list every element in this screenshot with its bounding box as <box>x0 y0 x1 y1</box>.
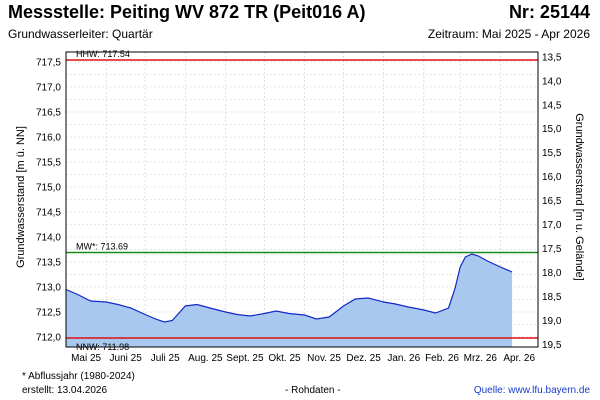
source-link[interactable]: Quelle: www.lfu.bayern.de <box>473 385 590 396</box>
mw-line-label: MW*: 713.69 <box>76 242 128 252</box>
plot-border <box>65 51 539 348</box>
x-tick-label: Okt. 25 <box>268 353 301 364</box>
axis-layer: 712,0 712,5 713,0 713,5 714,0 714,5 715,0 715,5… <box>36 51 562 364</box>
series-layer <box>65 253 513 347</box>
y2-tick-label: 15,5 <box>542 148 562 159</box>
period-label: Zeitraum: Mai 2025 - Apr 2026 <box>427 27 590 41</box>
aquifer-label: Grundwasserleiter: Quartär <box>8 27 153 41</box>
x-tick-label: Mai 25 <box>71 353 101 364</box>
y-axis-title: Grundwasserstand [m ü. NN] <box>15 126 27 268</box>
y2-tick-label: 14,0 <box>542 76 562 87</box>
y2-tick-label: 15,0 <box>542 124 562 135</box>
x-tick-label: Aug. 25 <box>188 353 223 364</box>
y-tick-label: 716,5 <box>36 108 61 119</box>
x-tick-label: Apr. 26 <box>503 353 535 364</box>
y2-tick-label: 16,0 <box>542 172 562 183</box>
y-tick-label: 717,0 <box>36 83 61 94</box>
y2-tick-label: 19,0 <box>542 316 562 327</box>
y-tick-label: 712,5 <box>36 308 61 319</box>
y-tick-label: 715,0 <box>36 183 61 194</box>
hhw-line-label: HHW: 717.54 <box>76 49 130 59</box>
y-tick-label: 717,5 <box>36 58 61 69</box>
x-tick-label: Juli 25 <box>151 353 180 364</box>
y2-tick-label: 17,5 <box>542 244 562 255</box>
created-date: erstellt: 13.04.2026 <box>22 385 108 396</box>
series-area <box>66 254 513 347</box>
y-tick-label: 715,5 <box>36 158 61 169</box>
y2-tick-label: 13,5 <box>542 52 562 63</box>
y-tick-label: 713,5 <box>36 258 61 269</box>
y-tick-label: 713,0 <box>36 283 61 294</box>
y2-axis-title: Grundwasserstand [m u. Gelände] <box>573 113 585 281</box>
y2-tick-label: 18,5 <box>542 292 562 303</box>
station-number: Nr: 25144 <box>508 2 590 22</box>
raw-data-label: - Rohdaten - <box>285 385 341 396</box>
y2-tick-label: 14,5 <box>542 100 562 111</box>
page-title: Messstelle: Peiting WV 872 TR (Peit016 A… <box>8 2 366 22</box>
x-tick-label: Nov. 25 <box>307 353 341 364</box>
y2-tick-label: 18,0 <box>542 268 562 279</box>
series-line <box>65 253 513 323</box>
x-tick-label: Sept. 25 <box>226 353 264 364</box>
y2-tick-label: 19,5 <box>542 340 562 351</box>
x-tick-label: Mrz. 26 <box>464 353 498 364</box>
y-tick-label: 714,0 <box>36 233 61 244</box>
x-tick-label: Feb. 26 <box>425 353 459 364</box>
x-tick-label: Jan. 26 <box>387 353 420 364</box>
y2-tick-label: 16,5 <box>542 196 562 207</box>
y-tick-label: 716,0 <box>36 133 61 144</box>
footnote-mean: * Abflussjahr (1980-2024) <box>22 371 135 382</box>
y-tick-label: 712,0 <box>36 333 61 344</box>
y2-tick-label: 17,0 <box>542 220 562 231</box>
x-tick-label: Dez. 25 <box>346 353 381 364</box>
x-tick-label: Juni 25 <box>110 353 143 364</box>
y-tick-label: 714,5 <box>36 208 61 219</box>
